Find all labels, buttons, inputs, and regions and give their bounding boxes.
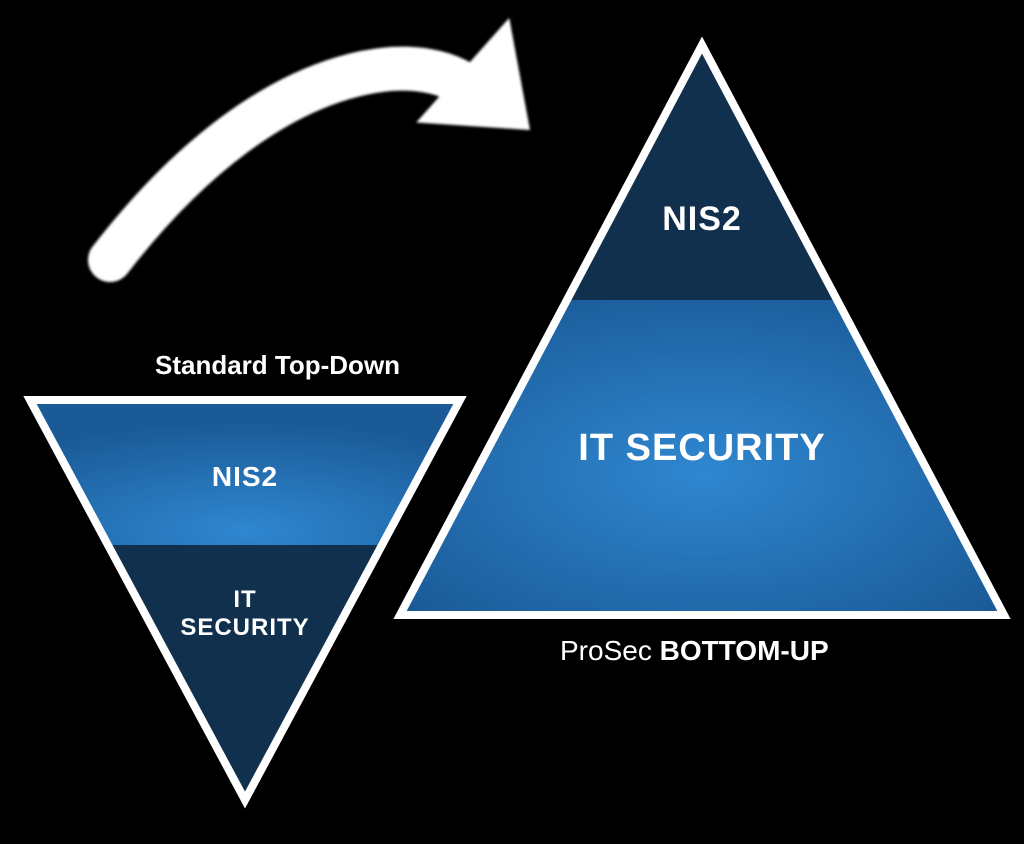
right-triangle-top-text: NIS2 bbox=[190, 200, 1024, 239]
right-triangle-bottom-text: IT SECURITY bbox=[190, 427, 1024, 470]
left-triangle-bottom-text: IT SECURITY bbox=[0, 586, 757, 641]
diagram-stage: Standard Top-Down NIS2 IT SECURITY NIS2 … bbox=[0, 0, 1024, 844]
right-triangle-caption: ProSec BOTTOM-UP bbox=[560, 635, 829, 667]
left-triangle bbox=[0, 0, 1024, 844]
left-triangle-heading: Standard Top-Down bbox=[155, 350, 400, 381]
left-it-line1: IT bbox=[233, 586, 256, 613]
caption-bold: BOTTOM-UP bbox=[660, 635, 829, 666]
caption-prefix: ProSec bbox=[560, 635, 660, 666]
left-it-line2: SECURITY bbox=[180, 614, 309, 641]
